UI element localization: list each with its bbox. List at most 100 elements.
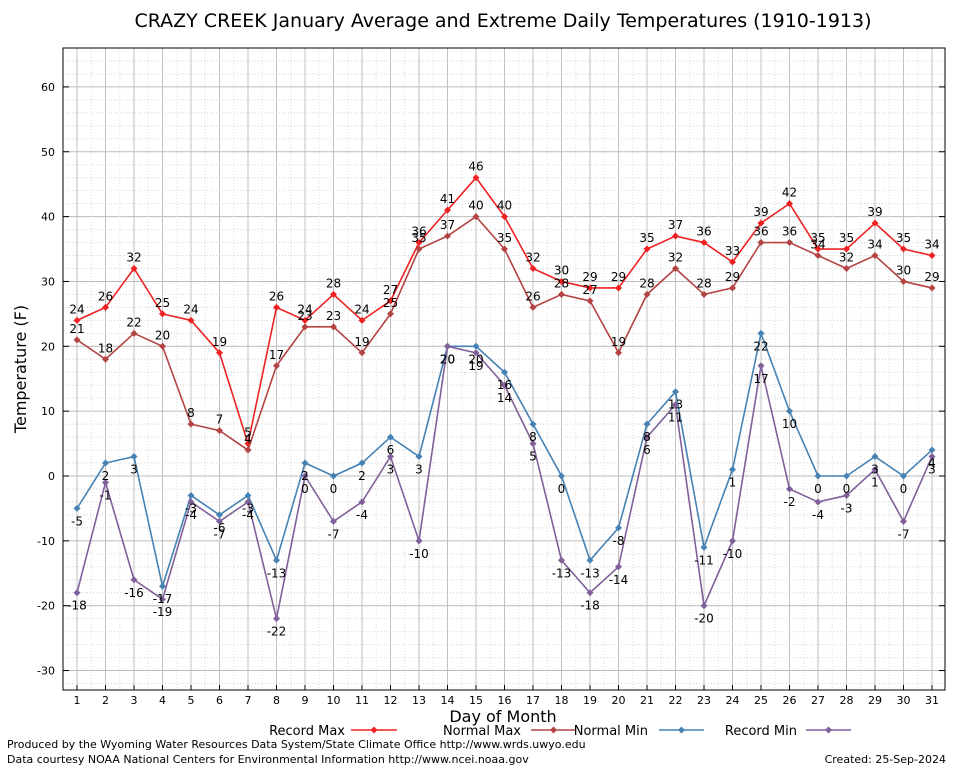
record-max-point: [387, 297, 394, 305]
normal-min-data-label: 10: [782, 417, 797, 431]
x-tick-label: 8: [273, 694, 280, 707]
normal-max-data-label: 32: [839, 250, 854, 264]
record-min-data-label: -2: [784, 495, 796, 509]
y-tick-label: 50: [41, 146, 55, 159]
normal-max-point: [586, 297, 594, 305]
record-max-point: [358, 316, 366, 324]
normal-min-data-label: 2: [102, 469, 110, 483]
normal-max-point: [159, 342, 166, 350]
y-tick-label: -10: [37, 535, 55, 548]
legend-marker-normal-min: [678, 726, 685, 734]
x-tick-label: 11: [355, 694, 369, 707]
normal-max-point: [187, 420, 195, 428]
y-axis-label: Temperature (F): [11, 305, 30, 434]
legend-label-record-min: Record Min: [725, 724, 797, 739]
record-min-data-label: -20: [694, 612, 714, 626]
normal-max-data-label: 22: [126, 315, 141, 329]
normal-max-data-label: 35: [411, 231, 426, 245]
record-max-data-label: 35: [896, 231, 911, 245]
record-max-point: [786, 200, 793, 208]
x-tick-label: 12: [384, 694, 398, 707]
record-max-point: [928, 252, 936, 260]
record-min-data-label: 19: [468, 359, 483, 373]
normal-min-data-label: 6: [387, 443, 395, 457]
record-min-point: [529, 440, 537, 448]
x-tick-label: 7: [245, 694, 252, 707]
record-max-data-label: 27: [383, 283, 398, 297]
normal-max-point: [643, 290, 651, 298]
x-tick-label: 27: [811, 694, 825, 707]
record-max-point: [301, 316, 309, 324]
record-max-data-label: 32: [126, 250, 141, 264]
record-min-point: [501, 381, 508, 389]
record-min-data-label: 3: [387, 463, 395, 477]
normal-min-data-label: -3: [185, 501, 197, 515]
normal-max-point: [843, 264, 850, 272]
record-min-point: [928, 453, 936, 461]
record-min-data-label: 17: [753, 372, 768, 386]
y-tick-label: -20: [37, 600, 55, 613]
normal-max-point: [757, 239, 765, 247]
normal-max-point: [672, 264, 679, 272]
normal-max-data-label: 29: [725, 270, 740, 284]
record-max-point: [216, 349, 223, 357]
normal-max-point: [871, 252, 879, 260]
normal-min-data-label: -17: [153, 592, 173, 606]
record-min-point: [244, 498, 252, 506]
record-max-data-label: 5: [244, 426, 252, 440]
record-min-data-label: -18: [580, 599, 600, 613]
normal-min-data-label: 0: [843, 482, 851, 496]
x-tick-label: 17: [526, 694, 540, 707]
record-max-point: [187, 316, 195, 324]
x-tick-label: 19: [583, 694, 597, 707]
record-min-data-label: -4: [812, 508, 824, 522]
record-min-point: [301, 472, 309, 480]
record-min-data-label: -19: [153, 605, 173, 619]
record-max-point: [700, 239, 708, 247]
record-max-data-label: 35: [639, 231, 654, 245]
record-min-point: [330, 517, 337, 525]
record-min-point: [187, 498, 195, 506]
normal-max-data-label: 32: [668, 250, 683, 264]
record-max-point: [273, 303, 280, 311]
record-max-point: [814, 245, 822, 253]
x-tick-label: 1: [74, 694, 81, 707]
record-max-data-label: 42: [782, 186, 797, 200]
record-max-data-label: 30: [554, 263, 569, 277]
x-tick-label: 6: [216, 694, 223, 707]
record-min-point: [900, 517, 907, 525]
footer-credit-line2: Data courtesy NOAA National Centers for …: [7, 753, 529, 766]
record-max-data-label: 29: [611, 270, 626, 284]
normal-max-data-label: 34: [867, 238, 882, 252]
y-tick-label: 20: [41, 340, 55, 353]
x-tick-label: 22: [669, 694, 683, 707]
normal-max-data-label: 34: [810, 238, 825, 252]
record-max-point: [843, 245, 850, 253]
normal-max-point: [814, 252, 822, 260]
record-min-point: [786, 485, 793, 493]
record-min-data-label: 11: [668, 411, 683, 425]
record-min-point: [700, 602, 708, 610]
normal-max-point: [444, 232, 451, 240]
normal-max-data-label: 20: [155, 328, 170, 342]
normal-min-point: [415, 453, 423, 461]
legend-label-record-max: Record Max: [269, 724, 345, 739]
record-max-data-label: 41: [440, 192, 455, 206]
normal-min-data-label: -3: [242, 501, 254, 515]
normal-min-data-label: 2: [358, 469, 366, 483]
normal-min-point: [130, 453, 138, 461]
record-min-point: [843, 491, 850, 499]
record-max-point: [558, 277, 565, 285]
record-min-data-label: 14: [497, 391, 512, 405]
record-max-data-label: 26: [269, 289, 284, 303]
record-max-point: [130, 264, 138, 272]
normal-min-data-label: 0: [558, 482, 566, 496]
normal-max-point: [330, 323, 337, 331]
x-tick-label: 23: [697, 694, 711, 707]
record-max-data-label: 35: [810, 231, 825, 245]
normal-max-point: [558, 290, 565, 298]
normal-min-point: [615, 524, 622, 532]
record-max-data-label: 39: [753, 205, 768, 219]
normal-max-data-label: 28: [696, 276, 711, 290]
